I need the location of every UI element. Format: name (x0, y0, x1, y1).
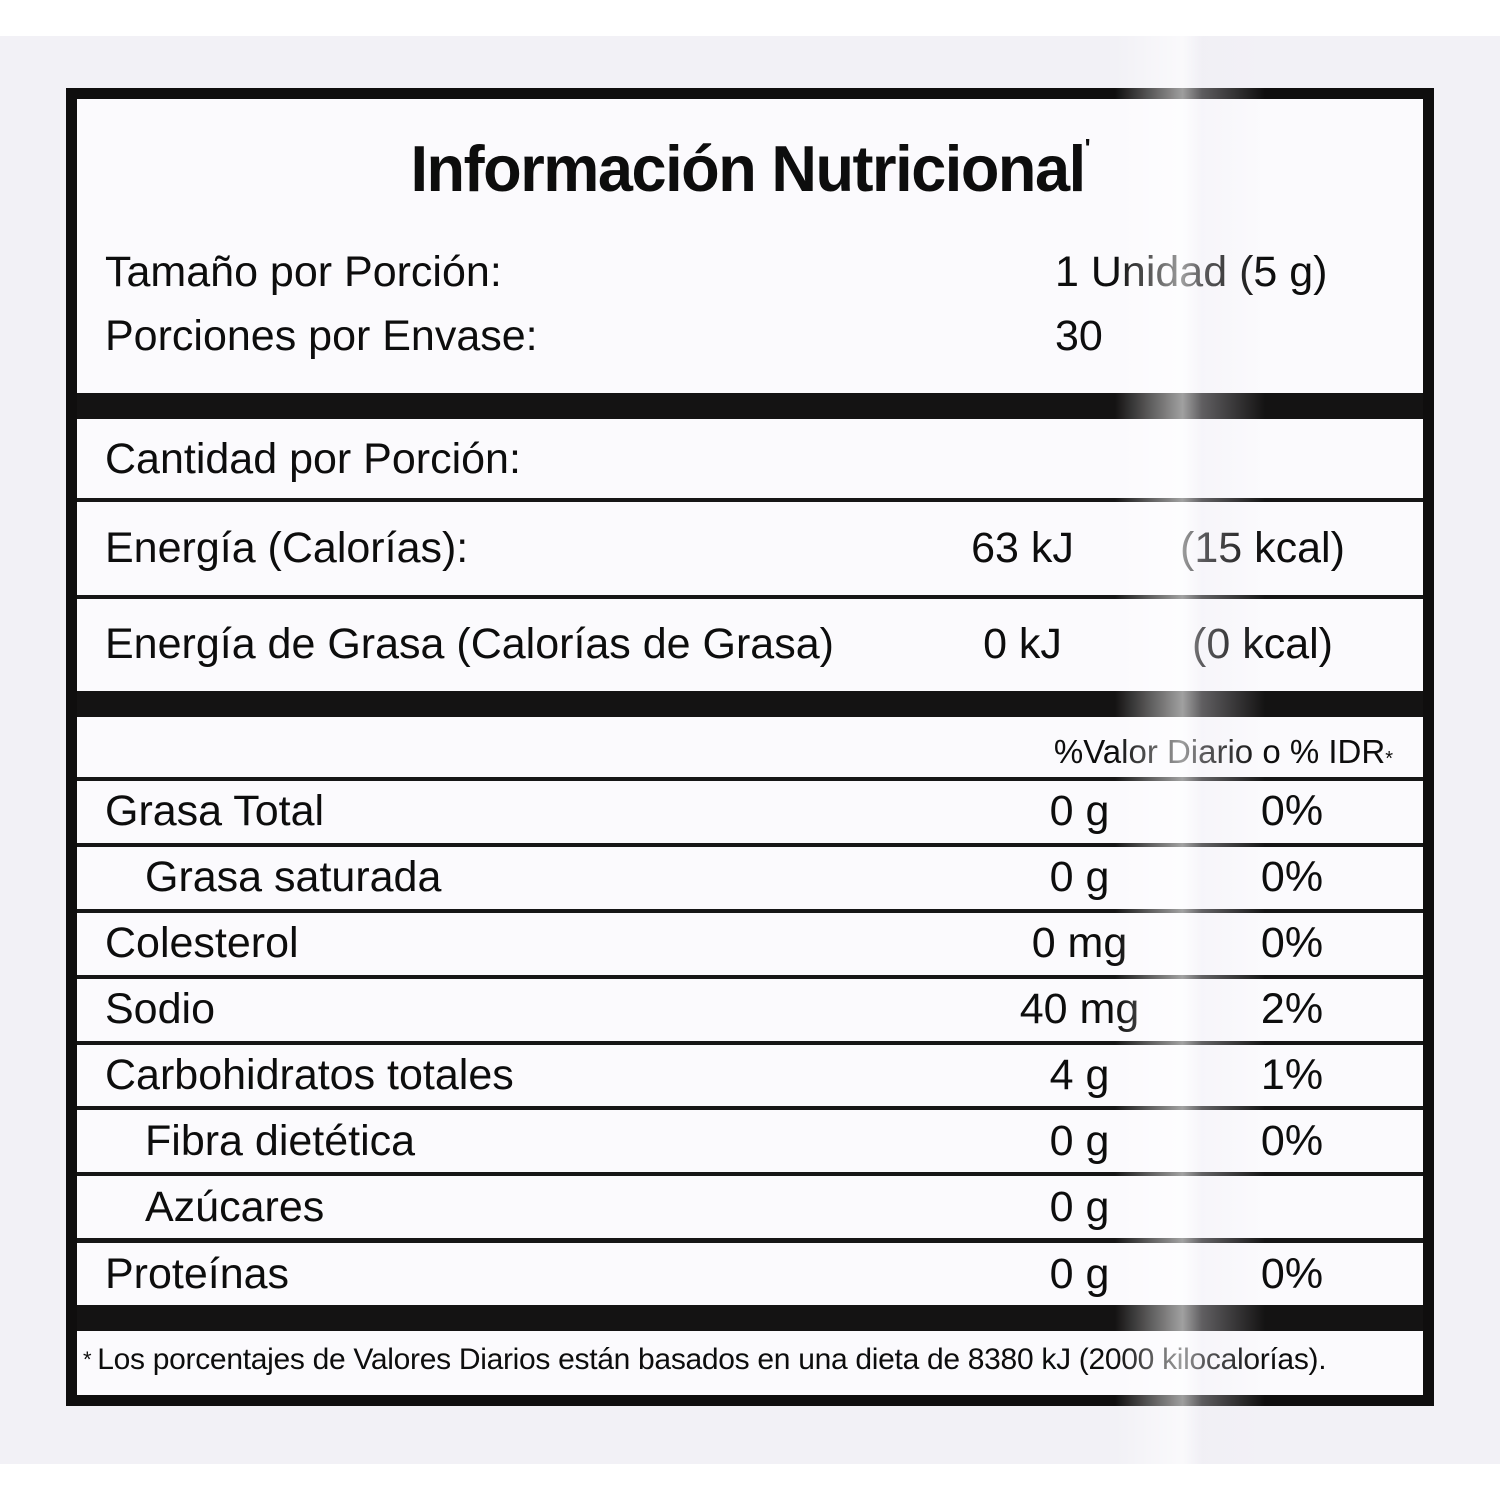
nutrient-daily-value: 0% (1260, 853, 1324, 902)
nutrient-row-protein: Proteínas 0 g 0% (77, 1243, 1423, 1305)
nutrient-row-sugars: Azúcares 0 g (77, 1176, 1423, 1238)
divider (77, 498, 1423, 502)
serving-size-row: Tamaño por Porción: 1 Unidad (5 g) (105, 240, 1395, 304)
nutrient-amount: 0 mg (1031, 919, 1128, 968)
label-title: Información Nutricional' (410, 131, 1091, 206)
daily-value-header: %Valor Diario o % IDR * (77, 717, 1423, 777)
nutrient-name: Fibra dietética (145, 1116, 416, 1165)
divider (77, 1238, 1423, 1244)
nutrient-row-total-carbohydrate: Carbohidratos totales 4 g 1% (77, 1045, 1423, 1107)
nutrient-name: Grasa Total (105, 787, 325, 836)
nutrient-daily-value: 0% (1260, 787, 1324, 836)
nutrient-row-cholesterol: Colesterol 0 mg 0% (77, 913, 1423, 975)
nutrient-row-dietary-fiber: Fibra dietética 0 g 0% (77, 1110, 1423, 1172)
divider (77, 594, 1423, 599)
divider (77, 777, 1423, 781)
energy-label: Energía (Calorías): (105, 523, 469, 572)
servings-per-container-value: 30 (1055, 312, 1103, 360)
nutrient-amount: 40 mg (1019, 985, 1140, 1034)
section-bar (77, 691, 1423, 717)
serving-size-label: Tamaño por Porción: (105, 248, 502, 296)
footnote-asterisk: * (83, 1347, 92, 1372)
energy-row: Energía (Calorías): 63 kJ (15 kcal) (77, 502, 1423, 595)
serving-rows: Tamaño por Porción: 1 Unidad (5 g) Porci… (77, 240, 1423, 368)
nutrient-daily-value: 2% (1260, 985, 1324, 1034)
daily-value-section: %Valor Diario o % IDR * Grasa Total 0 g 0… (77, 717, 1423, 1305)
nutrient-row-sodium: Sodio 40 mg 2% (77, 979, 1423, 1041)
fat-energy-kcal: (0 kcal) (1192, 620, 1333, 669)
serving-size-value: 1 Unidad (5 g) (1055, 248, 1328, 296)
divider (77, 1106, 1423, 1111)
nutrient-amount: 0 g (1049, 1249, 1110, 1298)
nutrient-daily-value: 0% (1260, 1249, 1324, 1298)
divider (77, 1040, 1423, 1045)
nutrient-amount: 0 g (1049, 787, 1110, 836)
nutrient-amount: 0 g (1049, 1182, 1110, 1231)
fat-energy-row: Energía de Grasa (Calorías de Grasa) 0 k… (77, 599, 1423, 692)
nutrient-name: Grasa saturada (145, 853, 442, 902)
nutrient-row-total-fat: Grasa Total 0 g 0% (77, 781, 1423, 843)
nutrient-name: Proteínas (105, 1249, 290, 1298)
divider (77, 842, 1423, 847)
daily-value-header-text: %Valor Diario o % IDR (1053, 733, 1386, 770)
fat-energy-label: Energía de Grasa (Calorías de Grasa) (105, 620, 834, 669)
scan-white-strip-top (0, 0, 1500, 36)
label-title-text: Información Nutricional (410, 132, 1087, 205)
nutrient-name: Sodio (105, 985, 215, 1034)
divider (77, 908, 1423, 913)
divider (77, 1172, 1423, 1177)
energy-kj: 63 kJ (971, 523, 1074, 572)
servings-per-container-label: Porciones por Envase: (105, 312, 538, 360)
nutrient-name: Colesterol (105, 919, 299, 968)
fat-energy-kj: 0 kJ (983, 620, 1062, 669)
daily-value-header-mark: * (1385, 748, 1393, 770)
scan-white-strip-bottom (0, 1464, 1500, 1500)
divider (77, 974, 1423, 979)
footnote-text: Los porcentajes de Valores Diarios están… (97, 1343, 1327, 1376)
title-row: Información Nutricional' (77, 131, 1423, 206)
nutrient-name: Azúcares (145, 1182, 325, 1231)
nutrient-amount: 0 g (1049, 1116, 1110, 1165)
label-title-mark: ' (1084, 133, 1091, 163)
footnote: * Los porcentajes de Valores Diarios está… (77, 1331, 1423, 1395)
nutrient-daily-value: 0% (1260, 919, 1324, 968)
servings-per-container-row: Porciones por Envase: 30 (105, 304, 1395, 368)
section-bar (77, 393, 1423, 419)
nutrition-label: Información Nutricional' Tamaño por Porc… (66, 88, 1434, 1406)
amount-section: Cantidad por Porción: Energía (Calorías)… (77, 419, 1423, 691)
nutrient-row-saturated-fat: Grasa saturada 0 g 0% (77, 847, 1423, 909)
nutrient-amount: 0 g (1049, 853, 1110, 902)
section-bar (77, 1305, 1423, 1331)
nutrient-daily-value: 0% (1260, 1116, 1324, 1165)
nutrient-daily-value: 1% (1260, 1050, 1324, 1099)
nutrient-amount: 4 g (1049, 1050, 1110, 1099)
amount-heading: Cantidad por Porción: (105, 435, 521, 483)
serving-section: Información Nutricional' Tamaño por Porc… (77, 99, 1423, 393)
energy-kcal: (15 kcal) (1180, 523, 1345, 572)
nutrient-name: Carbohidratos totales (105, 1050, 514, 1099)
